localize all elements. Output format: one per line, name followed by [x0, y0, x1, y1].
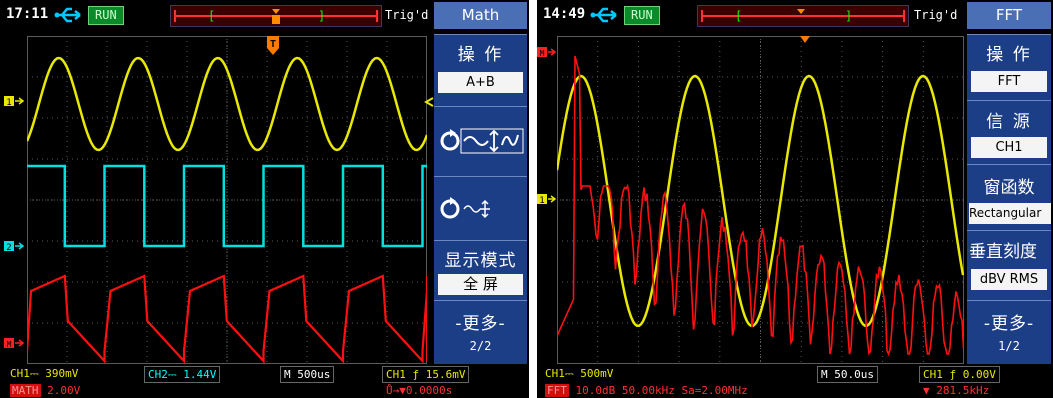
- knob-position-icon: [440, 128, 524, 154]
- trigger-level: CH1 ƒ 15.6mV: [382, 366, 470, 383]
- svg-text:[: [: [735, 9, 742, 23]
- math-status-bar: MATH 2.00V Ů→▼0.0000s: [0, 383, 529, 398]
- ch2-marker-label: 2: [6, 243, 11, 252]
- knob-scale-icon: [440, 197, 490, 219]
- trigger-position-bar[interactable]: [ ]: [697, 5, 909, 27]
- trigger-level: CH1 ƒ 0.00V: [919, 366, 1000, 383]
- top-status-bar: 14:49 RUN [ ] Trig'd FFT: [537, 0, 1053, 30]
- ch1-marker-label: 1: [539, 196, 544, 205]
- menu-ch-scale-knob[interactable]: [434, 176, 527, 241]
- menu-window[interactable]: 窗函数 Rectangular: [967, 164, 1051, 231]
- usb-icon: [590, 7, 617, 23]
- trigger-state: Trig'd: [914, 8, 958, 22]
- display-mode-value[interactable]: 全 屏: [438, 274, 523, 295]
- trigger-level-marker[interactable]: [424, 97, 434, 107]
- clock: 14:49: [543, 6, 586, 22]
- more-label: -更多-: [983, 314, 1035, 334]
- menu-page: 2/2: [469, 339, 492, 353]
- math-ground-marker[interactable]: M: [4, 337, 26, 349]
- ch1-sine-trace: [27, 56, 427, 152]
- waveform-grid: [557, 36, 964, 364]
- source-label: 信 源: [986, 112, 1032, 132]
- trigger-bar-graphic: [ ]: [174, 9, 378, 24]
- math-scope-screen: 17:11 RUN [ ] Trig'd Math T 1: [0, 0, 529, 398]
- window-value[interactable]: Rectangular: [969, 203, 1051, 224]
- waveform-display: [27, 36, 427, 364]
- channel-status-bar: CH1⎓ 390mV CH2⎓ 1.44V M 500us CH1 ƒ 15.6…: [0, 366, 529, 384]
- fft-status-bar: FFT 10.0dB 50.00kHz Sa=2.00MHz ▼ 281.5kH…: [537, 383, 1053, 398]
- menu-more[interactable]: -更多- 2/2: [434, 300, 527, 365]
- fft-cursor-frequency: ▼ 281.5kHz: [923, 384, 990, 397]
- window-label: 窗函数: [983, 178, 1035, 198]
- display-mode-label: 显示模式: [444, 251, 517, 271]
- operation-label: 操 作: [457, 45, 504, 65]
- trigger-position-bar[interactable]: [ ]: [170, 5, 382, 27]
- trigger-marker-label: T: [270, 39, 276, 50]
- menu-page: 1/2: [998, 339, 1020, 353]
- menu-operation[interactable]: 操 作 A+B: [434, 34, 527, 107]
- ch1-ground-marker[interactable]: 1: [4, 95, 26, 107]
- ch2-ground-marker[interactable]: 2: [4, 240, 26, 252]
- math-scale: 2.00V: [47, 384, 81, 397]
- ch2-scale: CH2⎓ 1.44V: [144, 366, 221, 383]
- vscale-label: 垂直刻度: [969, 242, 1037, 262]
- fft-info: 10.0dB 50.00kHz Sa=2.00MHz: [575, 384, 748, 397]
- math-marker-label: M: [7, 340, 12, 349]
- ch1-ground-marker[interactable]: 1: [537, 193, 557, 205]
- math-menu-panel: 操 作 A+B 显示模式 全 屏 -: [434, 34, 527, 364]
- trigger-bar-graphic: [ ]: [701, 9, 905, 23]
- menu-vertical-scale[interactable]: 垂直刻度 dBV RMS: [967, 230, 1051, 301]
- svg-text:]: ]: [318, 9, 325, 23]
- source-value[interactable]: CH1: [971, 137, 1047, 158]
- more-label: -更多-: [455, 314, 506, 334]
- ch1-marker-label: 1: [6, 98, 11, 107]
- top-status-bar: 17:11 RUN [ ] Trig'd Math: [0, 0, 529, 30]
- fft-tag: FFT: [545, 384, 569, 397]
- ch1-scale: CH1⎓ 500mV: [545, 367, 614, 380]
- ch1-scale: CH1⎓ 390mV: [10, 367, 79, 380]
- operation-value[interactable]: FFT: [971, 71, 1047, 92]
- ch1-sine-trace: [557, 74, 964, 328]
- usb-icon: [54, 7, 81, 23]
- math-marker-label: M: [540, 49, 545, 58]
- fft-spectrum-trace: [557, 55, 964, 357]
- timebase: M 50.0us: [817, 366, 878, 383]
- menu-display-mode[interactable]: 显示模式 全 屏: [434, 240, 527, 301]
- svg-text:[: [: [208, 9, 215, 23]
- channel-status-bar: CH1⎓ 500mV M 50.0us CH1 ƒ 0.00V: [537, 366, 1053, 384]
- svg-text:]: ]: [845, 9, 852, 23]
- run-status[interactable]: RUN: [624, 6, 660, 25]
- menu-source[interactable]: 信 源 CH1: [967, 100, 1051, 165]
- timebase: M 500us: [280, 366, 335, 383]
- vscale-value[interactable]: dBV RMS: [971, 269, 1047, 290]
- menu-title: Math: [434, 2, 527, 29]
- ch2-square-trace: [27, 164, 427, 248]
- menu-more[interactable]: -更多- 1/2: [967, 300, 1051, 365]
- math-tag: MATH: [10, 384, 41, 397]
- fft-scope-screen: 14:49 RUN [ ] Trig'd FFT M 1: [537, 0, 1053, 398]
- run-status[interactable]: RUN: [88, 6, 124, 25]
- clock: 17:11: [6, 6, 49, 22]
- operation-value[interactable]: A+B: [438, 72, 523, 93]
- graticule: [27, 36, 427, 364]
- operation-label: 操 作: [986, 45, 1032, 65]
- waveform-display: [557, 36, 964, 364]
- waveform-grid: [27, 36, 427, 364]
- fft-menu-panel: 操 作 FFT 信 源 CH1 窗函数 Rectangular 垂直刻度 dBV…: [967, 34, 1051, 364]
- menu-ch-position-knob[interactable]: [434, 106, 527, 177]
- trigger-time-marker[interactable]: [800, 36, 810, 44]
- math-trace: [27, 274, 427, 364]
- trigger-position: Ů→▼0.0000s: [386, 384, 453, 397]
- menu-title: FFT: [967, 2, 1051, 29]
- trigger-time-marker[interactable]: T: [266, 36, 280, 56]
- menu-operation[interactable]: 操 作 FFT: [967, 34, 1051, 101]
- trigger-state: Trig'd: [385, 8, 429, 22]
- math-ground-marker[interactable]: M: [537, 46, 557, 58]
